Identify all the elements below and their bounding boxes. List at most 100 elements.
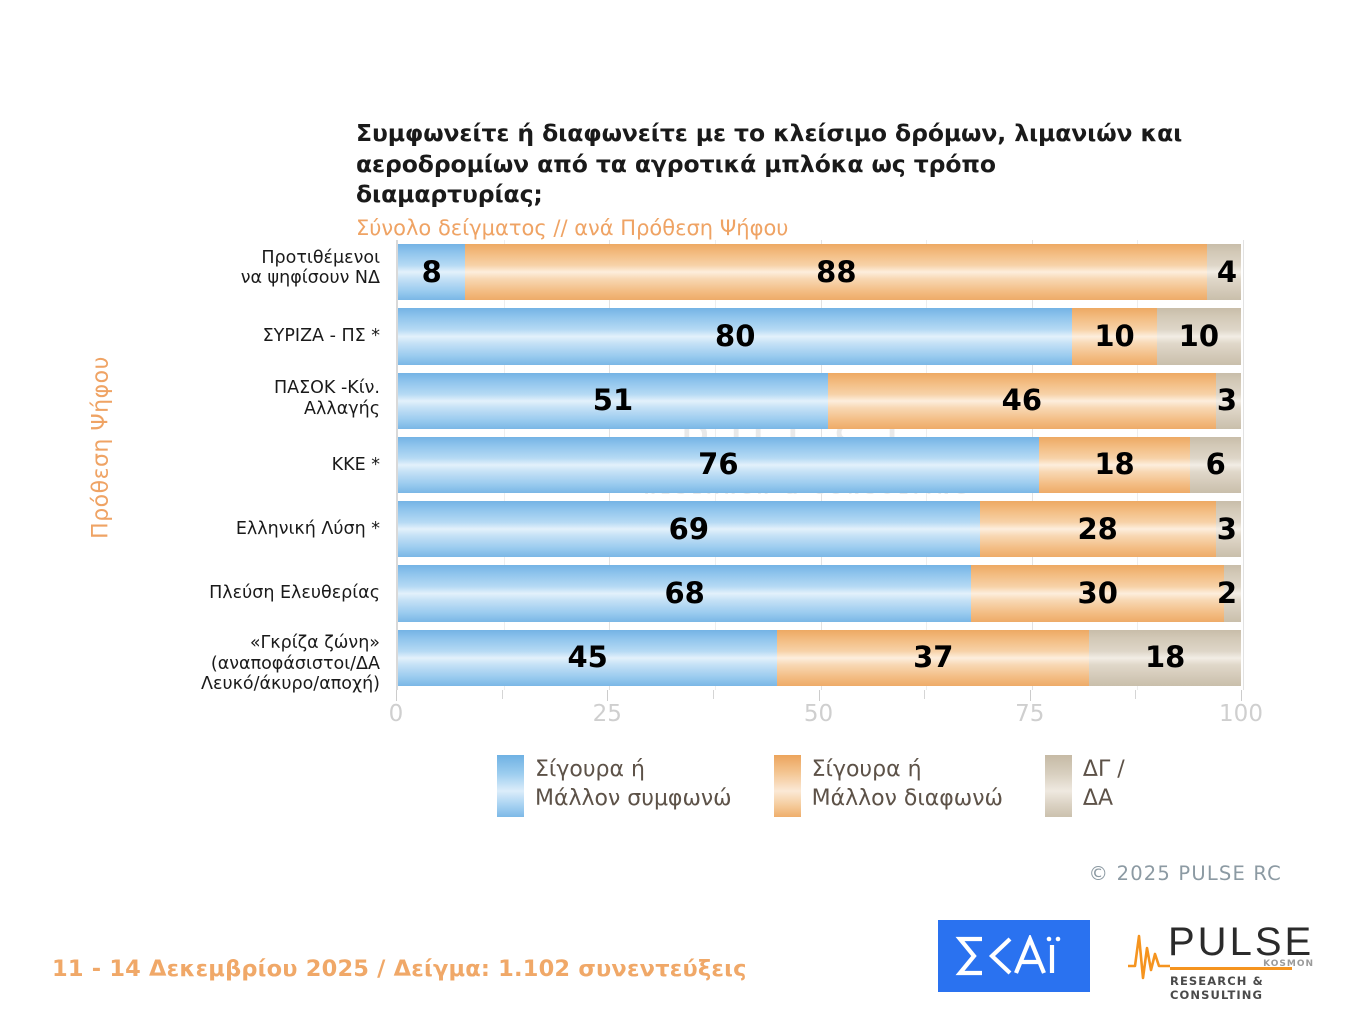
bar-segment-dk: 2 — [1217, 565, 1241, 622]
title-block: Συμφωνείτε ή διαφωνείτε με το κλείσιμο δ… — [356, 118, 1186, 242]
bar-value-label: 76 — [698, 447, 739, 482]
bar-segment-agree: 51 — [398, 372, 828, 429]
bar-segment-disagree: 88 — [465, 244, 1208, 301]
pulse-wordmark: PULSE — [1168, 920, 1315, 964]
bar-value-label: 8 — [421, 254, 442, 289]
page-title: Συμφωνείτε ή διαφωνείτε με το κλείσιμο δ… — [356, 119, 1183, 209]
bar-segment-dk: 10 — [1156, 308, 1241, 365]
x-tick-label: 50 — [803, 701, 834, 727]
category-axis-labels: Προτιθέμενοι να ψηφίσουν ΝΔ ΣΥΡΙΖΑ - ΠΣ * Π… — [160, 240, 388, 695]
pulse-logo: PULSE KOSMON RESEARCH & CONSULTING — [1126, 918, 1316, 1002]
x-tick-minor — [1135, 690, 1137, 699]
bar-value-label: 68 — [664, 576, 705, 611]
bar-value-label: 3 — [1216, 511, 1237, 546]
bar-segment-dk: 6 — [1190, 436, 1241, 494]
bar-value-label: 6 — [1205, 447, 1226, 482]
bar-value-label: 37 — [913, 640, 954, 675]
category-label: Προτιθέμενοι να ψηφίσουν ΝΔ — [160, 248, 380, 289]
bar-row: 51 46 3 — [398, 372, 1241, 429]
category-label-line: Αλλαγής — [304, 398, 380, 419]
category-label-line: «Γκρίζα ζώνη» — [249, 632, 380, 653]
legend-label-line1: ΔΓ / — [1082, 757, 1125, 782]
legend-label: Σίγουρα ή Μάλλον συμφωνώ — [535, 755, 732, 813]
category-label: «Γκρίζα ζώνη» (αναποφάσιστοι/ΔΑ Λευκό/άκυρ… — [160, 633, 380, 695]
bar-segment-agree: 76 — [398, 436, 1039, 494]
bar-segment-dk: 3 — [1215, 501, 1241, 558]
bar-row: 76 18 6 — [398, 436, 1241, 494]
legend-swatch — [1044, 755, 1072, 817]
legend-label: ΔΓ / ΔΑ — [1083, 755, 1125, 813]
category-label-line: Πλεύση Ελευθερίας — [209, 583, 380, 604]
bar-value-label: 69 — [668, 511, 710, 546]
plot-inner: PULSE RESEARCH & CONSULTING 888480101051… — [398, 240, 1244, 690]
bar-value-label: 18 — [1144, 640, 1186, 675]
legend-label-line1: Σίγουρα ή — [811, 757, 922, 782]
category-label: Ελληνική Λύση * — [160, 519, 380, 540]
bar-segment-disagree: 30 — [971, 565, 1225, 622]
category-label-line: ΠΑΣΟΚ -Κίν. — [273, 378, 380, 399]
x-tick-label: 25 — [592, 701, 622, 727]
bar-value-label: 2 — [1216, 576, 1237, 611]
category-label: Πλεύση Ελευθερίας — [160, 583, 380, 604]
bar-value-label: 88 — [816, 254, 857, 289]
bar-value-label: 28 — [1077, 511, 1118, 546]
bar-value-label: 30 — [1077, 576, 1118, 611]
x-tick-major — [1241, 690, 1242, 701]
legend-item[interactable]: Σίγουρα ή Μάλλον διαφωνώ — [773, 755, 1003, 817]
legend-swatch — [773, 755, 801, 817]
category-label-line: Προτιθέμενοι — [261, 247, 380, 268]
bar-segment-disagree: 28 — [979, 501, 1216, 558]
bar-segment-agree: 68 — [398, 565, 972, 622]
legend-label-line2: Μάλλον συμφωνώ — [535, 786, 732, 812]
x-tick-major — [818, 690, 820, 701]
x-tick-major — [1029, 690, 1031, 701]
bar-segment-disagree: 18 — [1038, 436, 1191, 494]
y-axis-title: Πρόθεση Ψήφου — [88, 356, 114, 539]
bar-value-label: 3 — [1216, 383, 1237, 418]
chart-legend: Σίγουρα ή Μάλλον συμφωνώ Σίγουρα ή Μάλλον δ… — [497, 755, 1167, 817]
bar-value-label: 46 — [1001, 383, 1042, 418]
bar-row: 69 28 3 — [398, 501, 1241, 558]
category-label: ΣΥΡΙΖΑ - ΠΣ * — [160, 326, 380, 347]
category-label-line: (αναποφάσιστοι/ΔΑ — [210, 653, 380, 674]
x-tick-major — [607, 690, 609, 701]
chart-subtitle: Σύνολο δείγματος // ανά Πρόθεση Ψήφου — [356, 215, 789, 240]
bar-value-label: 51 — [592, 383, 634, 418]
legend-label-line2: Μάλλον διαφωνώ — [811, 786, 1003, 812]
category-label-line: ΣΥΡΙΖΑ - ΠΣ * — [262, 326, 380, 347]
bar-segment-agree: 8 — [398, 244, 466, 301]
bar-segment-agree: 45 — [398, 629, 778, 686]
pulse-subtitle-text: RESEARCH & CONSULTING — [1170, 974, 1264, 1002]
x-tick-minor — [924, 690, 926, 699]
x-tick-major — [396, 690, 397, 701]
category-label: ΚΚΕ * — [160, 455, 380, 476]
bar-row: 8 88 4 — [398, 244, 1241, 301]
x-tick-minor — [712, 690, 714, 699]
bar-row: 45 37 18 — [398, 629, 1241, 686]
bar-segment-disagree: 37 — [777, 629, 1090, 686]
bar-row: 68 30 2 — [398, 565, 1241, 622]
legend-swatch — [497, 755, 524, 817]
legend-label-line2: ΔΑ — [1082, 786, 1114, 812]
skai-logo-glyph — [955, 935, 1061, 976]
bar-value-label: 18 — [1094, 447, 1135, 482]
x-axis: 0 25 50 75 100 — [389, 690, 1263, 736]
category-label-line: να ψηφίσουν ΝΔ — [240, 268, 380, 289]
bar-segment-disagree: 10 — [1072, 308, 1157, 365]
bar-value-label: 80 — [715, 318, 756, 353]
chart-area: Προτιθέμενοι να ψηφίσουν ΝΔ ΣΥΡΙΖΑ - ΠΣ * Π… — [160, 240, 1263, 727]
bar-segment-dk: 3 — [1215, 372, 1241, 429]
bar-value-label: 45 — [567, 640, 608, 675]
bar-segment-dk: 4 — [1207, 244, 1241, 301]
bar-value-label: 4 — [1216, 254, 1237, 289]
bar-value-label: 10 — [1094, 318, 1135, 353]
x-tick-label: 100 — [1219, 701, 1263, 727]
pulse-kosmon-text: KOSMON — [1263, 959, 1314, 969]
bar-segment-agree: 69 — [398, 501, 980, 558]
bar-segment-agree: 80 — [398, 308, 1073, 365]
category-label: ΠΑΣΟΚ -Κίν. Αλλαγής — [160, 378, 380, 419]
category-label-line: Ελληνική Λύση * — [235, 518, 380, 539]
legend-item[interactable]: ΔΓ / ΔΑ — [1044, 755, 1125, 817]
x-tick-label: 0 — [388, 701, 404, 727]
legend-item[interactable]: Σίγουρα ή Μάλλον συμφωνώ — [497, 755, 732, 817]
